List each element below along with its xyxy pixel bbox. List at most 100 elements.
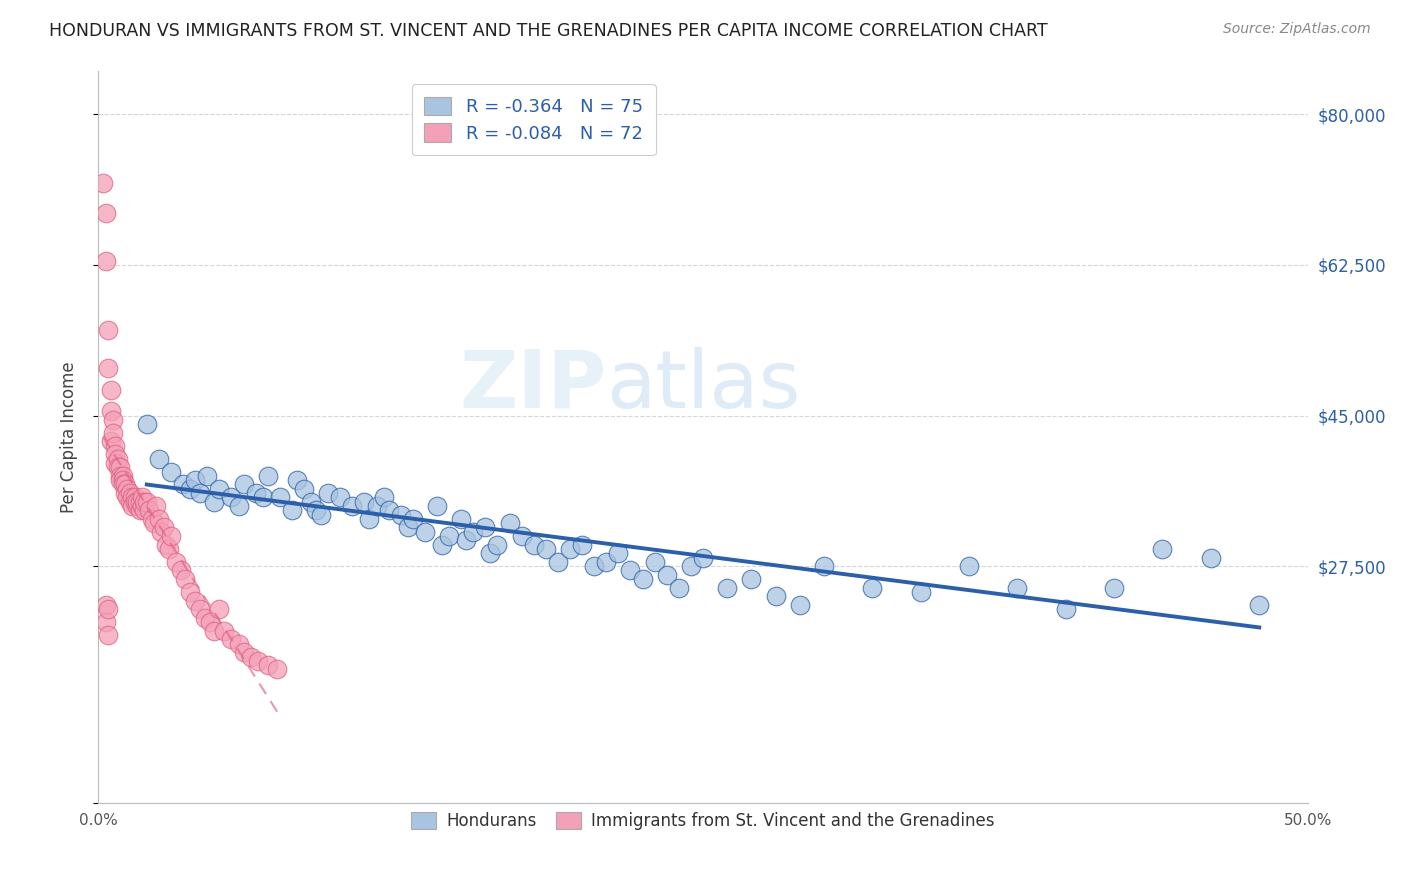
Point [1199, 550, 1222, 565]
Point [104, 439, 127, 453]
Point [510, 529, 533, 543]
Point [239, 649, 262, 664]
Point [179, 482, 201, 496]
Point [373, 491, 395, 505]
Point [366, 499, 388, 513]
Point [107, 451, 129, 466]
Point [100, 404, 122, 418]
Point [252, 491, 274, 505]
Point [204, 494, 226, 508]
Point [145, 499, 167, 513]
Point [221, 632, 243, 647]
Point [100, 383, 122, 397]
Point [221, 491, 243, 505]
Point [486, 538, 509, 552]
Point [124, 491, 146, 505]
Point [571, 538, 593, 552]
Point [583, 559, 606, 574]
Text: HONDURAN VS IMMIGRANTS FROM ST. VINCENT AND THE GRENADINES PER CAPITA INCOME COR: HONDURAN VS IMMIGRANTS FROM ST. VINCENT … [49, 22, 1047, 40]
Point [316, 486, 339, 500]
Point [1007, 581, 1029, 595]
Point [256, 468, 278, 483]
Legend: Hondurans, Immigrants from St. Vincent and the Grenadines: Hondurans, Immigrants from St. Vincent a… [402, 804, 1004, 838]
Point [104, 447, 127, 461]
Y-axis label: Per Capita Income: Per Capita Income [59, 361, 77, 513]
Point [479, 546, 502, 560]
Point [101, 425, 124, 440]
Point [309, 508, 332, 522]
Point [413, 524, 436, 539]
Point [789, 598, 811, 612]
Point [558, 541, 581, 556]
Point [94, 253, 117, 268]
Point [305, 503, 328, 517]
Point [377, 503, 399, 517]
Point [91, 176, 114, 190]
Point [107, 460, 129, 475]
Point [655, 567, 678, 582]
Point [114, 477, 136, 491]
Point [160, 465, 183, 479]
Point [97, 602, 120, 616]
Point [128, 494, 150, 508]
Point [716, 581, 738, 595]
Point [194, 611, 217, 625]
Point [111, 468, 134, 483]
Point [463, 524, 485, 539]
Point [232, 645, 254, 659]
Point [165, 555, 187, 569]
Point [256, 658, 278, 673]
Point [118, 494, 141, 508]
Point [131, 499, 153, 513]
Point [208, 602, 231, 616]
Point [396, 520, 419, 534]
Point [679, 559, 702, 574]
Point [692, 550, 714, 565]
Point [353, 494, 375, 508]
Point [208, 482, 231, 496]
Point [150, 524, 173, 539]
Point [247, 654, 270, 668]
Point [172, 477, 194, 491]
Point [127, 499, 149, 513]
Point [266, 662, 288, 676]
Point [138, 503, 160, 517]
Point [359, 512, 381, 526]
Point [174, 572, 197, 586]
Point [547, 555, 569, 569]
Point [134, 494, 156, 508]
Point [169, 564, 191, 578]
Point [101, 413, 124, 427]
Point [1102, 581, 1125, 595]
Point [245, 486, 267, 500]
Point [188, 486, 211, 500]
Point [957, 559, 980, 574]
Point [184, 593, 207, 607]
Point [523, 538, 546, 552]
Point [329, 491, 352, 505]
Point [117, 482, 139, 496]
Point [127, 494, 149, 508]
Point [108, 473, 131, 487]
Point [134, 503, 156, 517]
Point [299, 494, 322, 508]
Point [389, 508, 412, 522]
Point [117, 491, 139, 505]
Point [450, 512, 472, 526]
Point [157, 541, 180, 556]
Point [269, 491, 291, 505]
Point [910, 585, 932, 599]
Point [97, 628, 120, 642]
Point [188, 602, 211, 616]
Point [148, 451, 170, 466]
Point [97, 361, 120, 376]
Point [342, 499, 364, 513]
Point [108, 460, 131, 475]
Point [285, 473, 308, 487]
Point [152, 520, 174, 534]
Point [108, 468, 131, 483]
Point [114, 486, 136, 500]
Point [765, 589, 787, 603]
Point [155, 538, 177, 552]
Point [402, 512, 425, 526]
